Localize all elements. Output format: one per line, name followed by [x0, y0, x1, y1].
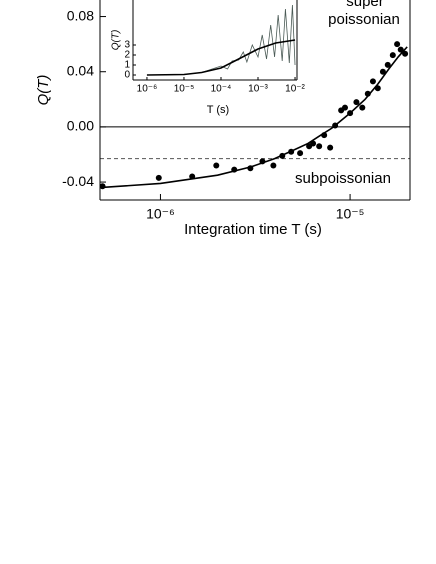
annotation: super: [346, 0, 384, 10]
data-point: [402, 50, 409, 57]
main-plot: 0.08 0.04 0.00 -0.04 10⁻⁶ 10⁻⁵ Integration tim…: [35, 0, 411, 238]
annotation: poissonian: [328, 11, 400, 28]
y-tick-label: 0.04: [67, 62, 94, 78]
inset-background: [133, 0, 297, 80]
y-tick-label: 3: [124, 40, 130, 51]
data-point: [389, 52, 396, 59]
x-tick-label: 10⁻⁶: [137, 84, 158, 95]
y-tick-label: -0.04: [62, 173, 94, 189]
x-tick-label: 10⁻⁶: [146, 206, 175, 222]
x-axis-label: Integration time T (s): [184, 221, 322, 238]
data-point: [353, 99, 360, 106]
data-point: [155, 174, 162, 181]
data-line: [100, 46, 408, 189]
data-point: [213, 162, 220, 169]
x-axis-label: T (s): [207, 104, 229, 116]
y-tick-label: 1: [124, 60, 130, 71]
data-point: [297, 150, 304, 157]
data-point: [397, 46, 404, 53]
x-tick-label: 10⁻⁵: [336, 206, 365, 222]
data-point: [341, 104, 348, 111]
annotation: subpoissonian: [295, 170, 391, 187]
x-tick-label: 10⁻⁴: [211, 84, 232, 95]
x-tick-label: 10⁻⁵: [174, 84, 195, 95]
y-tick-label: 0.00: [67, 118, 94, 134]
y-tick-label: 2: [124, 50, 130, 61]
data-line: [146, 39, 296, 76]
data-point: [359, 104, 366, 111]
y-axis-label: Q(T): [111, 30, 122, 51]
data-point: [270, 162, 277, 169]
data-point: [379, 68, 386, 75]
x-tick-label: 10⁻²: [285, 84, 305, 95]
y-tick-label: 0.08: [67, 7, 94, 23]
data-point: [384, 61, 391, 68]
data-point: [327, 144, 334, 151]
y-tick-label: 0: [124, 70, 130, 81]
y-axis-label: Q(T): [35, 75, 52, 106]
data-point: [369, 78, 376, 85]
data-point: [394, 41, 401, 48]
data-point: [316, 143, 323, 150]
x-tick-label: 10⁻³: [248, 84, 268, 95]
